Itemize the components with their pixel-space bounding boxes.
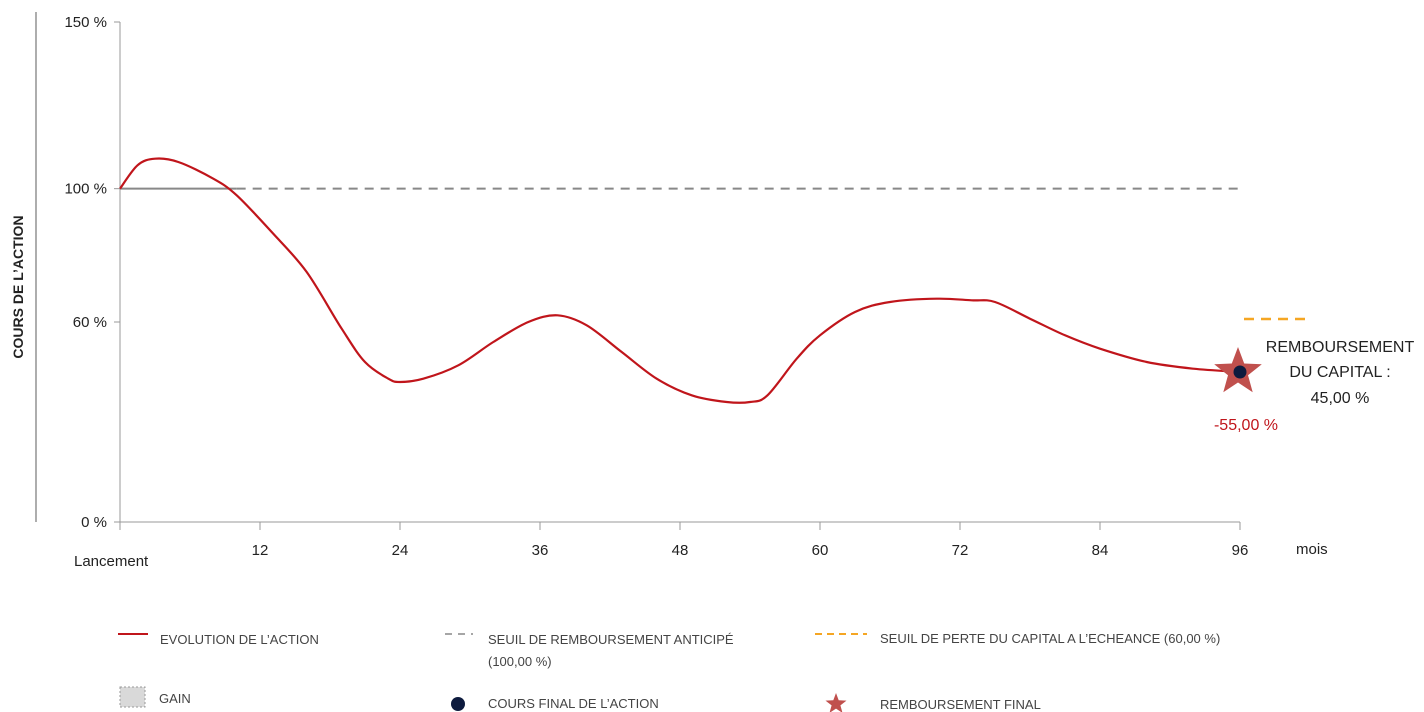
- x-tick-label: 36: [532, 542, 549, 559]
- legend-label-seuil-anticipe-value: (100,00 %): [488, 654, 552, 669]
- x-tick-label: 48: [672, 542, 689, 559]
- performance-label: -55,00 %: [1214, 417, 1278, 434]
- y-axis-title: COURS DE L’ACTION: [10, 215, 26, 358]
- legend-swatch-remboursement-final: [825, 693, 847, 712]
- x-tick-label: 24: [392, 542, 409, 559]
- legend-label-evolution: EVOLUTION DE L’ACTION: [160, 632, 319, 647]
- legend-swatch-cours-final: [451, 697, 465, 711]
- legend-label-seuil-anticipe: SEUIL DE REMBOURSEMENT ANTICIPÉ: [488, 632, 734, 647]
- x-tick-label: Lancement: [74, 553, 149, 570]
- x-tick-label: 84: [1092, 542, 1109, 559]
- remboursement-value: 45,00 %: [1311, 390, 1370, 407]
- final-dot-marker: [1233, 365, 1247, 379]
- legend-label-remboursement-final: REMBOURSEMENT FINAL: [880, 697, 1041, 712]
- remboursement-label-line2: DU CAPITAL :: [1289, 364, 1390, 381]
- series-layer: [119, 157, 1310, 404]
- y-tick-label: 0 %: [81, 514, 107, 531]
- legend-swatch-gain: [119, 686, 146, 708]
- series-line-evolution: [119, 157, 1241, 404]
- x-tick-label: 12: [252, 542, 269, 559]
- axes: 0 % 60 % 100 % 150 % Lancement 12 24 36 48 60 72 84…: [10, 12, 1328, 570]
- x-tick-label: 72: [952, 542, 969, 559]
- x-unit-label: mois: [1296, 541, 1328, 558]
- x-tick-label: 96: [1232, 542, 1249, 559]
- legend-label-gain: GAIN: [159, 691, 191, 706]
- annotations: -55,00 % REMBOURSEMENT DU CAPITAL : 45,00 %: [1214, 339, 1414, 434]
- legend-label-cours-final: COURS FINAL DE L’ACTION: [488, 696, 659, 711]
- y-tick-label: 150 %: [64, 14, 107, 31]
- remboursement-label-line1: REMBOURSEMENT: [1266, 339, 1415, 356]
- y-tick-label: 60 %: [73, 314, 107, 331]
- y-tick-label: 100 %: [64, 181, 107, 198]
- legend-label-seuil-perte: SEUIL DE PERTE DU CAPITAL A L’ECHEANCE (…: [880, 631, 1220, 646]
- x-tick-label: 60: [812, 542, 829, 559]
- legend: EVOLUTION DE L’ACTION SEUIL DE REMBOURSEM…: [118, 631, 1220, 712]
